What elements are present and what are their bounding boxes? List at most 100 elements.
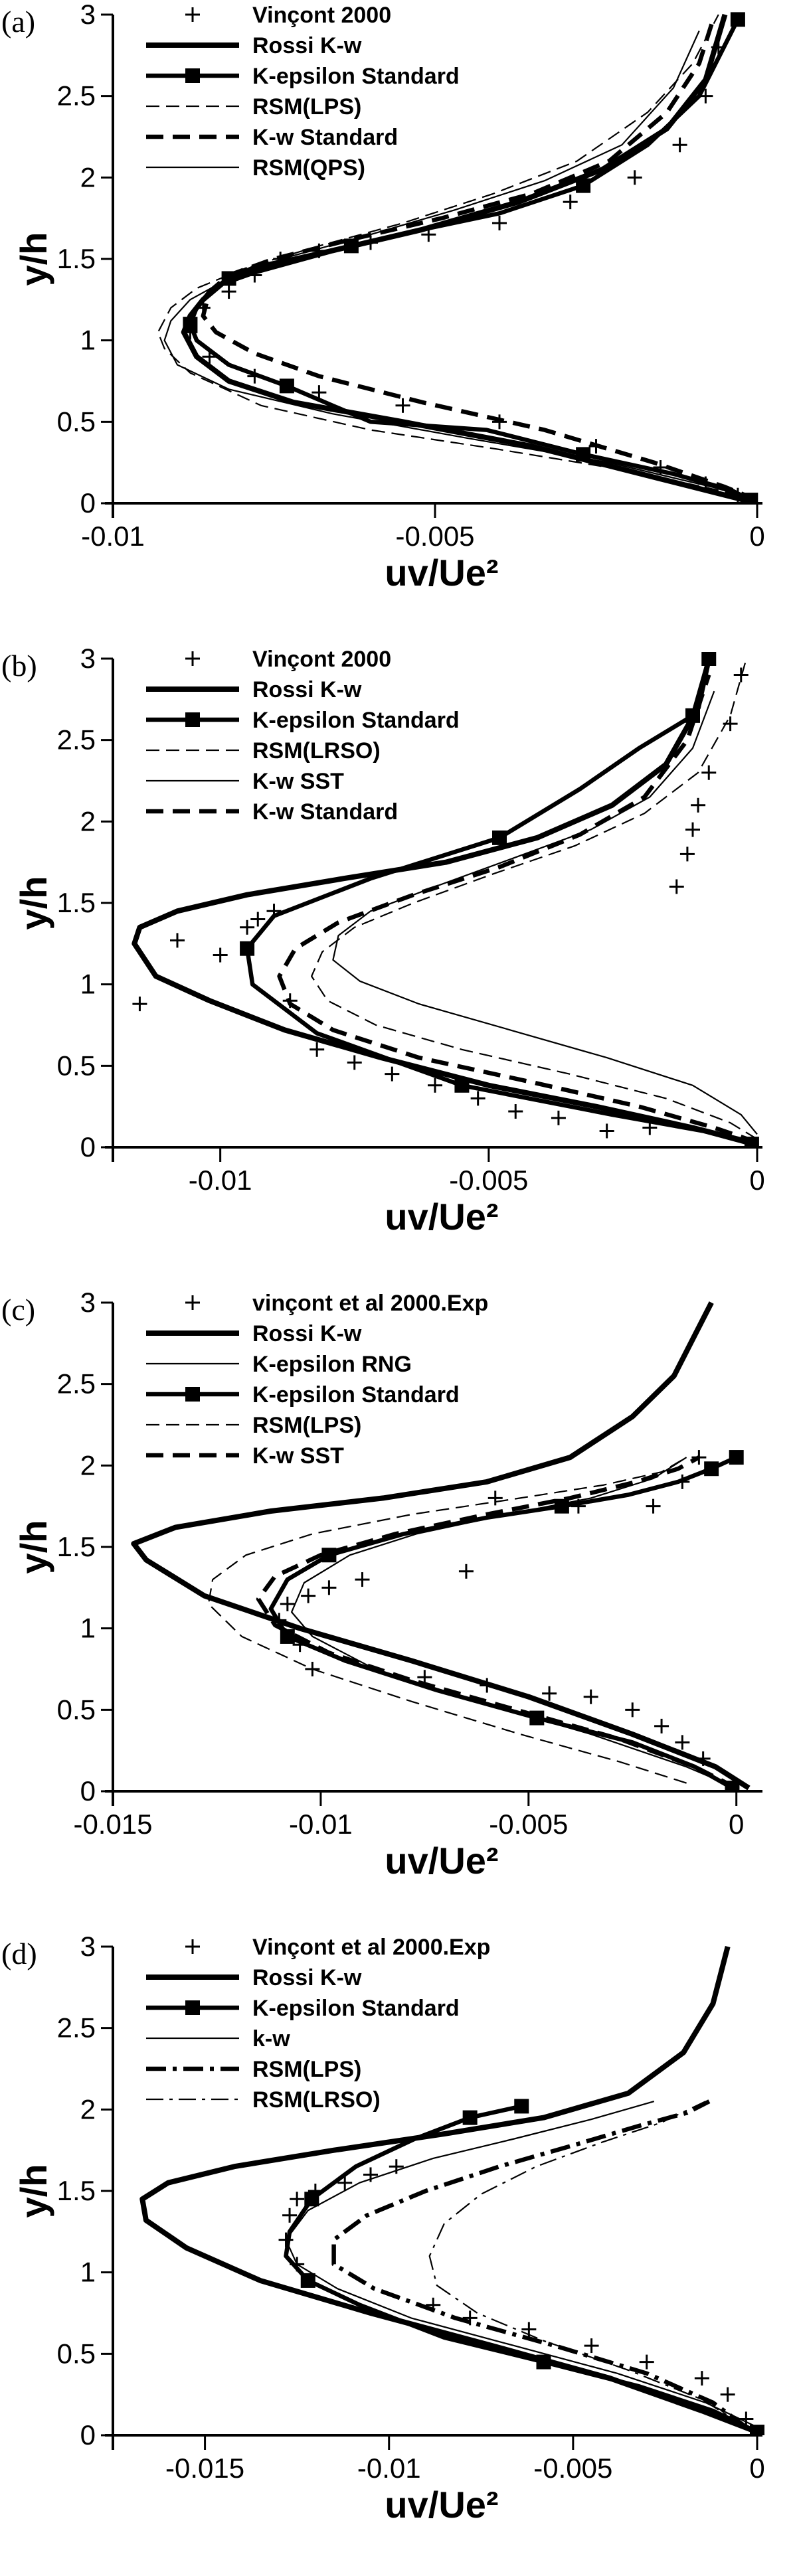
legend-item: K-w SST	[146, 769, 344, 794]
data-point	[625, 1702, 640, 1718]
data-point	[213, 947, 228, 963]
legend-label: K-epsilon Standard	[252, 1996, 460, 2021]
legend-item: RSM(LPS)	[146, 94, 361, 120]
data-point	[301, 1588, 316, 1603]
y-tick-label: 2.5	[57, 1368, 96, 1400]
data-point	[675, 1735, 690, 1750]
y-axis-title: y/h	[13, 876, 54, 930]
legend-marker	[185, 651, 200, 666]
data-point	[584, 2338, 599, 2354]
data-point	[454, 1078, 470, 1093]
x-axis-title: uv/Ue²	[385, 552, 498, 594]
y-tick-label: 0.5	[57, 406, 96, 437]
legend-label: RSM(LPS)	[252, 1413, 361, 1438]
series-line-rsm-lps	[207, 1457, 687, 1784]
data-point	[170, 933, 185, 948]
legend-item: K-epsilon Standard	[146, 1382, 460, 1408]
series-line-rossi-k-w	[139, 1945, 758, 2435]
series-line-k-epsilon-standard	[188, 18, 752, 503]
chart-panel-c: 0 0.5 1 1.5 2 2.5 3 -0.015 -0.01 -0.005 0 uv/Ue² y/h…	[0, 1288, 797, 1932]
chart-svg-c: 0 0.5 1 1.5 2 2.5 3 -0.015 -0.01 -0.005 0 uv/Ue² y/h…	[1, 1288, 762, 1882]
legend-label: RSM(LPS)	[252, 94, 361, 120]
legend-item: RSM(LPS)	[146, 2057, 361, 2082]
data-point	[337, 2175, 353, 2190]
series-line-rossi-k-w	[131, 1301, 751, 1791]
data-point	[508, 1104, 523, 1119]
panel-label: (b)	[1, 649, 37, 683]
y-axis-title: y/h	[13, 232, 54, 286]
data-point	[646, 1498, 661, 1514]
legend-marker	[185, 7, 200, 22]
data-point	[704, 1461, 719, 1477]
data-point	[672, 137, 687, 153]
legend-item: Rossi K-w	[146, 677, 362, 702]
legend-item: Vinçont et al 2000.Exp	[185, 1935, 490, 1960]
y-tick-label: 0.5	[57, 1694, 96, 1725]
data-point	[290, 2192, 305, 2207]
legend-label: vinçont et al 2000.Exp	[252, 1291, 488, 1316]
legend-item: K-epsilon RNG	[146, 1352, 412, 1377]
legend: Vinçont 2000 Rossi K-w K-epsilon Standard R…	[146, 647, 460, 825]
data-point	[554, 1498, 569, 1514]
data-point	[691, 797, 706, 813]
legend-marker	[185, 2000, 200, 2015]
legend-item: Vinçont 2000	[185, 3, 391, 28]
legend-label: RSM(QPS)	[252, 155, 365, 181]
legend-label: Rossi K-w	[252, 33, 362, 58]
legend-label: Vinçont 2000	[252, 3, 391, 28]
legend-label: K-w SST	[252, 769, 344, 794]
y-tick-label: 2.5	[57, 80, 96, 112]
chart-svg-a: 0 0.5 1 1.5 2 2.5 3 -0.01 -0.005 0 uv/Ue² y/h (a) Vin…	[1, 0, 765, 594]
x-tick-label: -0.01	[81, 521, 145, 552]
y-tick-label: 0	[80, 2419, 96, 2451]
series-line-k-epsilon-standard	[268, 1455, 738, 1790]
data-point	[492, 830, 507, 845]
data-point	[720, 2387, 735, 2402]
data-point	[280, 1629, 295, 1644]
x-tick-label: -0.005	[449, 1165, 528, 1196]
series-line-rsm-lrso	[311, 658, 758, 1140]
series-line-rsm-lps	[157, 14, 758, 501]
legend-item: RSM(LRSO)	[146, 738, 381, 764]
y-tick-label: 2.5	[57, 724, 96, 756]
legend-label: K-epsilon RNG	[252, 1352, 412, 1377]
series-line-k-epsilon-standard	[284, 2104, 758, 2435]
data-point	[627, 170, 642, 185]
y-tick-label: 3	[80, 1932, 96, 1962]
legend-item: K-w Standard	[146, 125, 398, 150]
data-point	[685, 708, 700, 723]
x-axis-title: uv/Ue²	[385, 1840, 498, 1882]
y-tick-label: 1	[80, 325, 96, 356]
legend-label: RSM(LRSO)	[252, 738, 381, 764]
data-point	[563, 195, 578, 210]
data-point	[599, 1123, 614, 1139]
legend-item: K-epsilon Standard	[146, 64, 460, 89]
series-markers-k-epsilon-standard	[280, 1450, 744, 1791]
data-point	[691, 1450, 707, 1465]
legend-item: k-w	[146, 2026, 290, 2052]
data-point	[385, 1066, 400, 1082]
data-point	[654, 1718, 669, 1733]
data-point	[343, 238, 359, 254]
y-tick-label: 2	[80, 805, 96, 837]
data-point	[685, 822, 700, 837]
data-point	[487, 1490, 503, 1506]
data-point	[250, 912, 266, 927]
y-tick-label: 1.5	[57, 887, 96, 918]
legend-item: Rossi K-w	[146, 1965, 362, 1990]
series-line-k-w	[285, 2101, 758, 2428]
series-line-k-w-sst	[256, 1455, 738, 1790]
legend-label: K-w Standard	[252, 125, 398, 150]
x-tick-label: 0	[749, 1165, 764, 1196]
data-point	[701, 652, 717, 666]
chart-panel-d: 0 0.5 1 1.5 2 2.5 3 -0.015 -0.01 -0.005 0 uv/Ue² y/h…	[0, 1932, 797, 2576]
data-point	[701, 765, 717, 780]
y-axis-title: y/h	[13, 2164, 54, 2218]
y-tick-label: 3	[80, 644, 96, 674]
y-tick-label: 1	[80, 1613, 96, 1644]
data-point	[304, 2192, 319, 2207]
series-line-k-epsilon-standard	[244, 658, 753, 1147]
series-line-rsm-qps	[163, 31, 758, 501]
panel-label: (a)	[1, 5, 35, 39]
x-tick-label: -0.01	[357, 2453, 421, 2484]
